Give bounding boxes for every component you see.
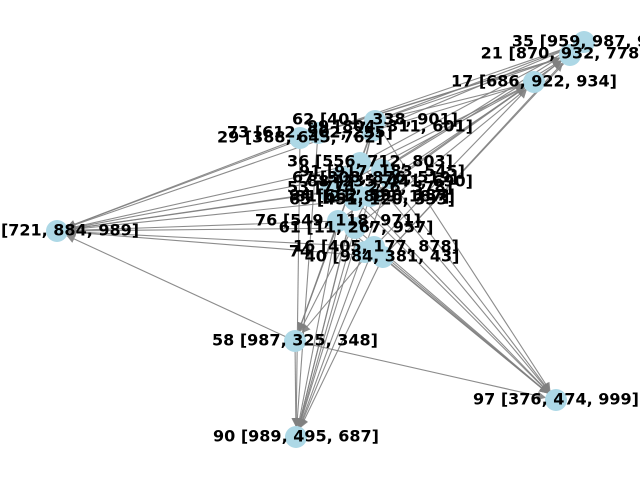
edge-c1-to-21 bbox=[374, 56, 561, 122]
node-label-c1: 62 [401, 338, 901] bbox=[292, 110, 458, 129]
node-left[interactable] bbox=[46, 220, 68, 242]
edge-61-to-left bbox=[67, 226, 356, 236]
node-c12[interactable] bbox=[344, 189, 366, 211]
node-label-61: 61 [11, 267, 957] bbox=[279, 218, 434, 237]
node-c3[interactable] bbox=[361, 120, 383, 142]
node-label-58: 58 [987, 325, 348] bbox=[212, 331, 378, 350]
node-label-c7: 67 [308, 876, 519] bbox=[292, 168, 458, 187]
node-c8[interactable] bbox=[379, 167, 401, 189]
node-label-40: 40 [984, 381, 43] bbox=[305, 247, 460, 266]
edge-c1-to-35 bbox=[374, 44, 575, 122]
node-76[interactable] bbox=[327, 210, 349, 232]
node-label-c3: 99 [804, 311, 601] bbox=[307, 117, 473, 136]
node-c5[interactable] bbox=[349, 152, 371, 174]
edge-c3-to-17 bbox=[371, 83, 525, 132]
node-label-c6: 91 [917, 183, 545] bbox=[299, 162, 465, 181]
edge-16-to-17 bbox=[373, 89, 527, 248]
edge-c5-to-97 bbox=[359, 162, 550, 393]
edge-c9-to-97 bbox=[351, 187, 549, 393]
node-label-c5: 36 [556, 712, 803] bbox=[287, 152, 453, 171]
node-58[interactable] bbox=[284, 330, 306, 352]
edge-c4-to-21 bbox=[299, 56, 561, 139]
node-label-76: 76 [549, 118, 971] bbox=[255, 211, 421, 230]
node-label-21: 21 [870, 932, 778 bbox=[481, 44, 640, 63]
edge-58-to-97 bbox=[294, 340, 547, 401]
node-61[interactable] bbox=[344, 217, 366, 239]
edge-40-to-97 bbox=[382, 256, 549, 394]
node-label-c11: 81 [21, 899, 187] bbox=[295, 187, 450, 206]
edge-58-to-90 bbox=[291, 340, 301, 427]
node-label-16: 16 [405, 177, 878] bbox=[293, 237, 459, 256]
edge-16-to-left bbox=[67, 227, 375, 248]
edge-c1-to-97 bbox=[374, 120, 551, 392]
edge-58-to-left bbox=[66, 234, 296, 342]
edge-c11-to-17 bbox=[329, 86, 526, 193]
edge-c2-to-90 bbox=[292, 132, 319, 427]
node-label-74: 74 bbox=[289, 242, 311, 261]
edge-c1-to-17 bbox=[374, 82, 525, 122]
edge-c4-to-90 bbox=[291, 137, 301, 427]
node-label-c12: 65 [451, 120, 333] bbox=[289, 190, 455, 209]
node-17[interactable] bbox=[523, 71, 545, 93]
edge-c7-to-left bbox=[66, 176, 343, 232]
node-label-c9: 53 [774, 226, 378] bbox=[287, 178, 453, 197]
edge-c5-to-left bbox=[66, 162, 361, 232]
edge-c4-to-left bbox=[66, 137, 301, 229]
node-74[interactable] bbox=[354, 241, 376, 263]
edge-c5-to-35 bbox=[359, 46, 576, 164]
edge-40-to-left bbox=[67, 228, 384, 258]
edge-c7-to-17 bbox=[341, 86, 525, 178]
node-label-90: 90 [989, 495, 687] bbox=[213, 427, 379, 446]
node-90[interactable] bbox=[285, 426, 307, 448]
node-label-c8: 88 [235, 441, 690] bbox=[307, 172, 473, 191]
edge-40-to-90 bbox=[300, 256, 384, 428]
node-label-c4: 29 [388, 645, 762] bbox=[217, 128, 383, 147]
node-label-17: 17 [686, 922, 934] bbox=[451, 72, 617, 91]
node-35[interactable] bbox=[573, 31, 595, 53]
node-40[interactable] bbox=[372, 246, 394, 268]
edge-c2-to-35 bbox=[317, 43, 575, 134]
label-layer: 35 [959, 987, 921 [870, 932, 778 17 [686,… bbox=[1, 32, 640, 446]
node-label-35: 35 [959, 987, 9 bbox=[512, 32, 640, 51]
edge-c12-to-left bbox=[67, 199, 356, 234]
node-c2[interactable] bbox=[307, 122, 329, 144]
node-label-left: [721, 884, 989] bbox=[1, 221, 139, 240]
edge-76-to-left bbox=[67, 220, 339, 235]
node-c4[interactable] bbox=[289, 127, 311, 149]
edge-76-to-90 bbox=[295, 220, 339, 428]
node-97[interactable] bbox=[545, 389, 567, 411]
edge-c3-to-35 bbox=[371, 45, 575, 132]
edge-c6-to-97 bbox=[381, 169, 550, 392]
node-layer bbox=[46, 31, 595, 448]
edge-layer bbox=[66, 43, 578, 428]
edge-40-to-21 bbox=[382, 62, 564, 258]
edge-c12-to-97 bbox=[354, 199, 549, 393]
node-c11[interactable] bbox=[319, 181, 341, 203]
node-label-c2: 73 [612, 902, 255] bbox=[227, 123, 393, 142]
node-21[interactable] bbox=[559, 44, 581, 66]
edge-16-to-90 bbox=[299, 246, 375, 428]
edge-61-to-90 bbox=[296, 227, 356, 428]
node-label-c10: 94 [662, 590, 187] bbox=[289, 186, 455, 205]
edge-c11-to-left bbox=[67, 191, 331, 233]
node-label-97: 97 [376, 474, 999] bbox=[473, 390, 639, 409]
